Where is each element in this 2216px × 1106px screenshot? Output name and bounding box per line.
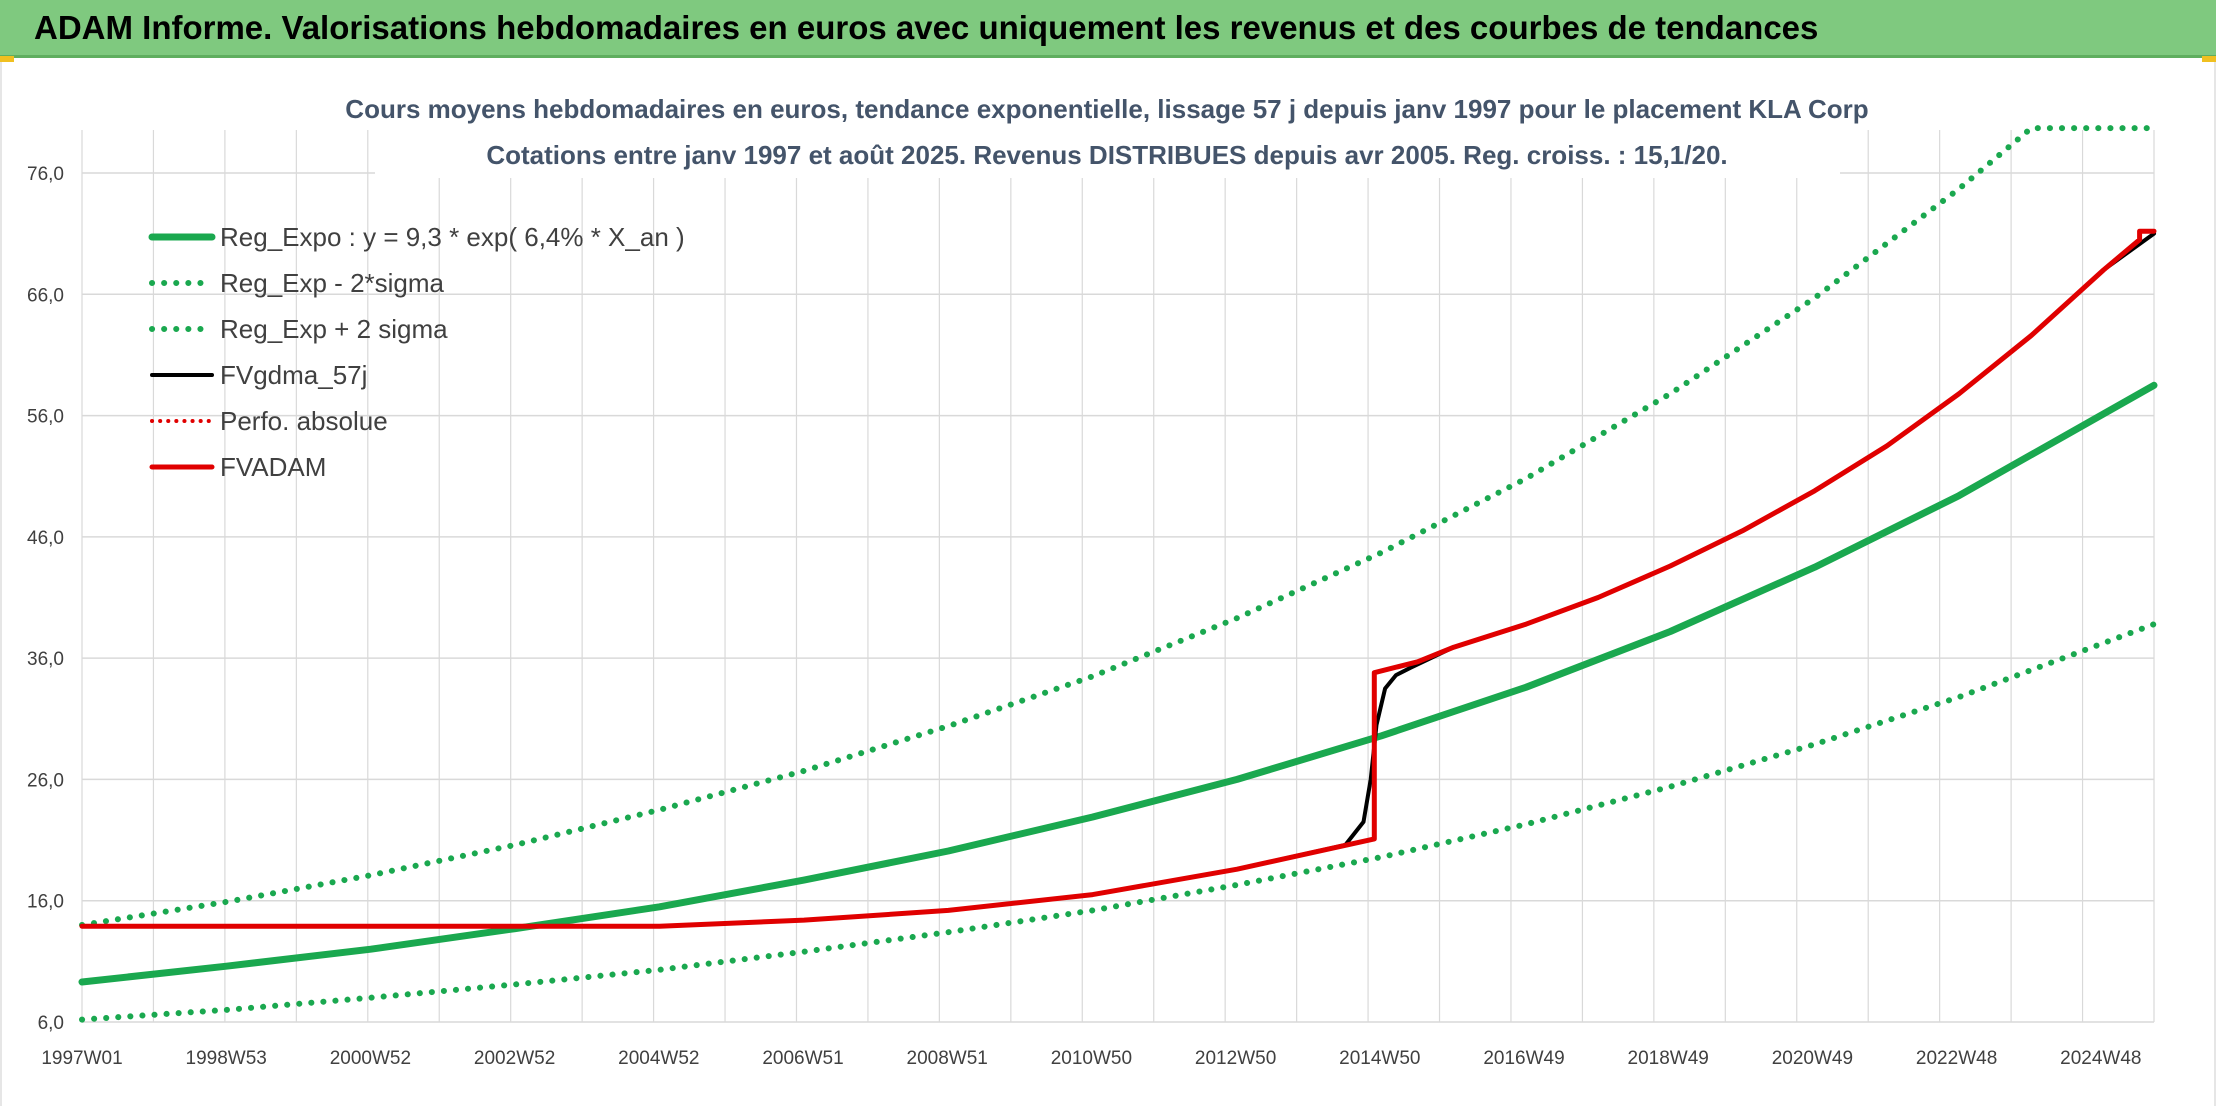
legend-label: FVADAM	[220, 452, 326, 482]
y-tick-label: 56,0	[27, 407, 64, 428]
x-tick-label: 2016W49	[1483, 1048, 1564, 1069]
legend: Reg_Expo : y = 9,3 * exp( 6,4% * X_an ) R…	[148, 222, 685, 482]
x-tick-label: 2004W52	[618, 1048, 699, 1069]
x-tick-label: 2024W48	[2060, 1048, 2141, 1069]
x-tick-label: 2018W49	[1628, 1048, 1709, 1069]
y-tick-label: 76,0	[27, 164, 64, 185]
series-line-1	[79, 621, 2157, 1023]
legend-label: FVgdma_57j	[220, 360, 367, 390]
x-tick-label: 2002W52	[474, 1048, 555, 1069]
axis-labels: 6,0 16,0 26,0 36,0 46,0 56,0 66,0 76,0 1997W01 19…	[27, 164, 2141, 1069]
x-tick-label: 1997W01	[41, 1048, 122, 1069]
legend-label: Reg_Exp - 2*sigma	[220, 268, 445, 298]
x-tick-label: 1998W53	[186, 1048, 267, 1069]
report-banner: ADAM Informe. Valorisations hebdomadaire…	[0, 0, 2216, 58]
chart-subtitle: Cotations entre janv 1997 et août 2025. …	[486, 140, 1727, 170]
x-tick-label: 2012W50	[1195, 1048, 1276, 1069]
x-tick-label: 2022W48	[1916, 1048, 1997, 1069]
y-tick-label: 46,0	[27, 528, 64, 549]
x-tick-label: 2008W51	[907, 1048, 988, 1069]
x-tick-label: 2006W51	[762, 1048, 843, 1069]
legend-label: Perfo. absolue	[220, 406, 388, 436]
x-tick-label: 2014W50	[1339, 1048, 1420, 1069]
y-tick-label: 6,0	[38, 1013, 64, 1034]
series-line-5	[79, 228, 2157, 929]
y-tick-label: 36,0	[27, 649, 64, 670]
legend-label: Reg_Expo : y = 9,3 * exp( 6,4% * X_an )	[220, 222, 685, 252]
chart-title: Cours moyens hebdomadaires en euros, ten…	[345, 94, 1868, 124]
corner-marker-left	[0, 56, 14, 62]
legend-label: Reg_Exp + 2 sigma	[220, 314, 448, 344]
x-tick-label: 2020W49	[1772, 1048, 1853, 1069]
series-line-2	[79, 125, 2157, 928]
chart-title-background	[375, 90, 1840, 178]
chart-frame	[0, 58, 2216, 1106]
x-tick-label: 2010W50	[1051, 1048, 1132, 1069]
report-title: ADAM Informe. Valorisations hebdomadaire…	[34, 8, 1819, 46]
x-tick-label: 2000W52	[330, 1048, 411, 1069]
y-tick-label: 66,0	[27, 285, 64, 306]
series-layer	[78, 125, 2158, 1023]
series-line-0	[78, 381, 2158, 986]
corner-marker-right	[2202, 56, 2216, 62]
y-tick-label: 16,0	[27, 892, 64, 913]
y-tick-label: 26,0	[27, 770, 64, 791]
